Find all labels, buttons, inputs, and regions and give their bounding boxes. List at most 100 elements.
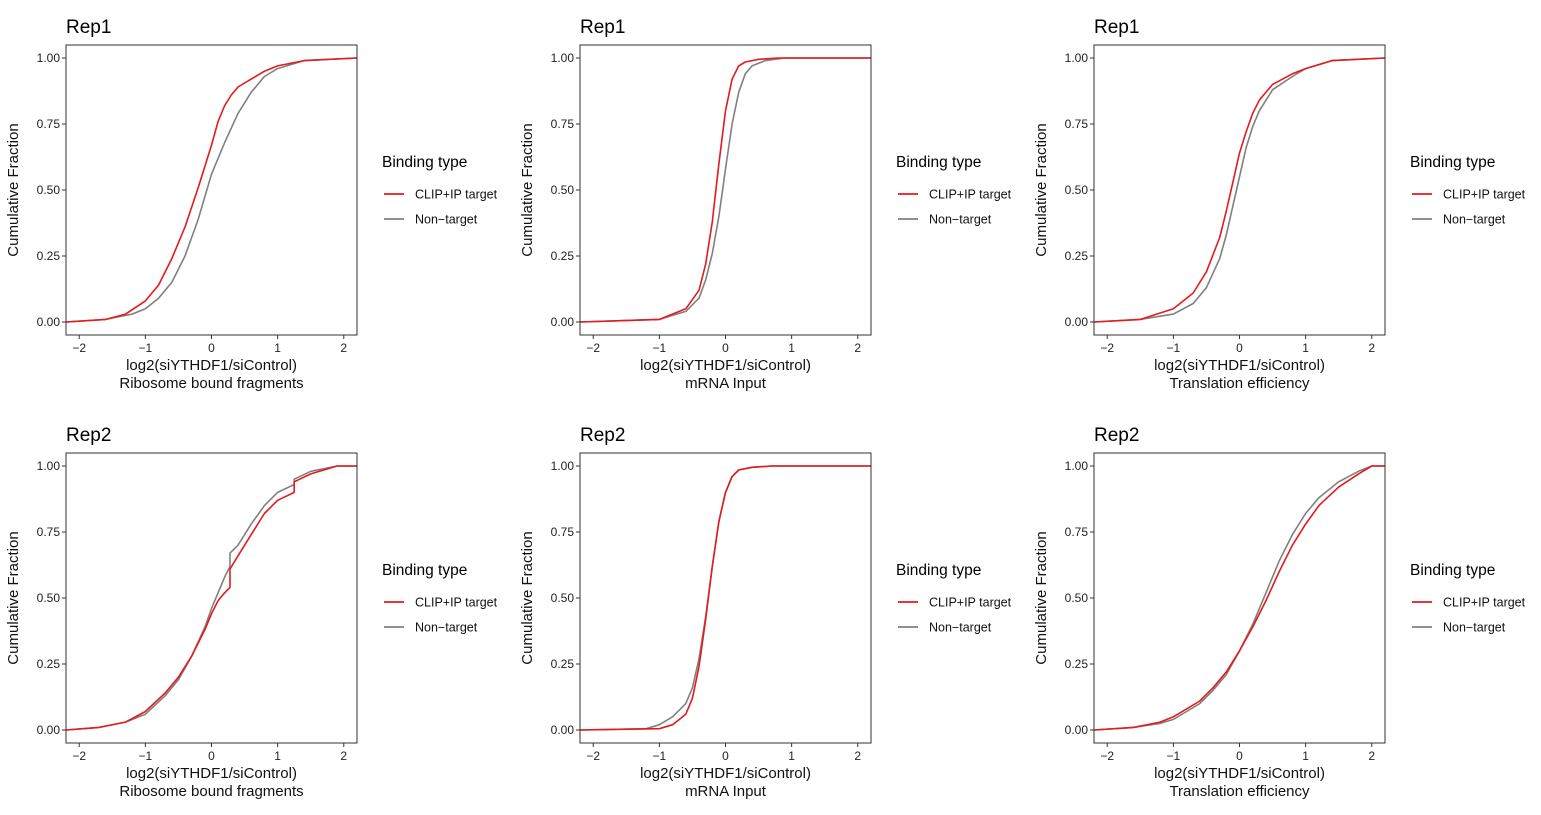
panel-1: Rep1 0.00 0.25 0.50 0.75 1.00 −2 −1 0 1 2 log2(siYT…: [5, 17, 498, 392]
x-axis-label: log2(siYTHDF1/siControl): [1154, 357, 1325, 374]
legend-label-1: CLIP+IP target: [929, 188, 1012, 202]
legend: Binding type CLIP+IP target Non−target: [1410, 562, 1526, 635]
x-axis-label: log2(siYTHDF1/siControl): [640, 357, 811, 374]
y-axis-label: Cumulative Fraction: [519, 531, 536, 664]
y-tick-label: 0.00: [1065, 723, 1089, 737]
x-tick-label: −1: [1167, 749, 1181, 763]
x-tick-label: −2: [586, 341, 600, 355]
x-tick-label: 1: [788, 749, 795, 763]
y-tick-label: 0.00: [37, 723, 61, 737]
legend-title: Binding type: [896, 154, 981, 171]
y-tick-label: 0.00: [1065, 315, 1089, 329]
x-tick-label: −1: [139, 749, 153, 763]
x-tick-label: 1: [1302, 749, 1309, 763]
x-tick-label: 2: [1368, 749, 1375, 763]
y-axis-label: Cumulative Fraction: [1033, 531, 1050, 664]
y-axis-label: Cumulative Fraction: [5, 123, 22, 256]
plot-frame: [65, 452, 358, 744]
series-group: [1094, 465, 1385, 731]
x-axis-label: log2(siYTHDF1/siControl): [126, 357, 297, 374]
x-tick-label: 2: [340, 749, 347, 763]
legend-label-2: Non−target: [1443, 213, 1506, 227]
panel-title: Rep2: [66, 425, 111, 446]
y-tick-label: 0.50: [1065, 183, 1089, 197]
y-tick-label: 0.75: [551, 117, 575, 131]
y-tick-label: 0.75: [37, 117, 61, 131]
y-tick-label: 1.00: [1065, 459, 1089, 473]
legend-label-2: Non−target: [415, 621, 478, 635]
y-axis-label: Cumulative Fraction: [519, 123, 536, 256]
series-group: [1094, 57, 1385, 323]
x-tick-label: −1: [653, 341, 667, 355]
y-axis-label: Cumulative Fraction: [5, 531, 22, 664]
series-line-target: [66, 57, 357, 323]
y-tick-label: 0.75: [1065, 525, 1089, 539]
series-line-target: [66, 465, 357, 731]
legend-label-1: CLIP+IP target: [1443, 596, 1526, 610]
y-tick-label: 0.25: [1065, 249, 1089, 263]
series-line-nontarget: [1094, 465, 1385, 731]
plot-frame: [1093, 44, 1386, 336]
legend: Binding type CLIP+IP target Non−target: [896, 562, 1012, 635]
plot-frame: [1093, 452, 1386, 744]
x-tick-label: −2: [586, 749, 600, 763]
y-tick-label: 0.00: [37, 315, 61, 329]
panel-5: Rep2 0.00 0.25 0.50 0.75 1.00 −2 −1 0 1 2 log2(siYT…: [519, 425, 1012, 800]
series-line-target: [1094, 465, 1385, 731]
legend-label-1: CLIP+IP target: [1443, 188, 1526, 202]
x-tick-label: 0: [722, 341, 729, 355]
x-tick-label: 1: [274, 341, 281, 355]
legend-label-1: CLIP+IP target: [929, 596, 1012, 610]
legend: Binding type CLIP+IP target Non−target: [382, 154, 498, 227]
x-tick-label: −2: [1100, 749, 1114, 763]
x-tick-label: −2: [72, 749, 86, 763]
series-group: [580, 57, 871, 323]
legend-label-1: CLIP+IP target: [415, 596, 498, 610]
x-tick-label: 2: [340, 341, 347, 355]
series-line-nontarget: [580, 465, 871, 731]
legend-label-2: Non−target: [929, 213, 992, 227]
x-tick-label: 0: [1236, 749, 1243, 763]
legend-title: Binding type: [382, 154, 467, 171]
legend-label-2: Non−target: [415, 213, 478, 227]
y-tick-label: 1.00: [1065, 51, 1089, 65]
y-tick-label: 0.25: [551, 657, 575, 671]
y-tick-label: 0.75: [551, 525, 575, 539]
x-axis-sublabel: mRNA Input: [685, 375, 767, 392]
y-tick-label: 0.50: [551, 591, 575, 605]
legend-label-1: CLIP+IP target: [415, 188, 498, 202]
x-axis-sublabel: Ribosome bound fragments: [119, 375, 303, 392]
x-tick-label: 2: [1368, 341, 1375, 355]
y-tick-label: 0.00: [551, 723, 575, 737]
panel-title: Rep1: [1094, 17, 1139, 38]
y-tick-label: 1.00: [551, 51, 575, 65]
panel-title: Rep2: [1094, 425, 1139, 446]
panel-4: Rep2 0.00 0.25 0.50 0.75 1.00 −2 −1 0 1 2 log2(siYT…: [5, 425, 498, 800]
x-axis-label: log2(siYTHDF1/siControl): [640, 765, 811, 782]
y-tick-label: 0.50: [37, 183, 61, 197]
series-group: [66, 57, 357, 323]
legend: Binding type CLIP+IP target Non−target: [382, 562, 498, 635]
x-tick-label: 0: [722, 749, 729, 763]
y-tick-label: 0.50: [1065, 591, 1089, 605]
y-tick-label: 0.50: [37, 591, 61, 605]
x-axis-label: log2(siYTHDF1/siControl): [1154, 765, 1325, 782]
x-tick-label: −1: [139, 341, 153, 355]
y-tick-label: 1.00: [37, 459, 61, 473]
x-tick-label: 0: [1236, 341, 1243, 355]
x-tick-label: 0: [208, 749, 215, 763]
series-group: [580, 465, 871, 731]
x-tick-label: 1: [788, 341, 795, 355]
y-tick-label: 0.50: [551, 183, 575, 197]
x-tick-label: −1: [1167, 341, 1181, 355]
panel-6: Rep2 0.00 0.25 0.50 0.75 1.00 −2 −1 0 1 2 log2(siYT…: [1033, 425, 1526, 800]
plot-frame: [579, 452, 872, 744]
legend-title: Binding type: [382, 562, 467, 579]
series-line-nontarget: [580, 57, 871, 323]
series-line-nontarget: [66, 57, 357, 323]
x-tick-label: 1: [1302, 341, 1309, 355]
series-line-target: [580, 57, 871, 323]
panel-3: Rep1 0.00 0.25 0.50 0.75 1.00 −2 −1 0 1 2 log2(siYT…: [1033, 17, 1526, 392]
y-tick-label: 0.25: [37, 657, 61, 671]
